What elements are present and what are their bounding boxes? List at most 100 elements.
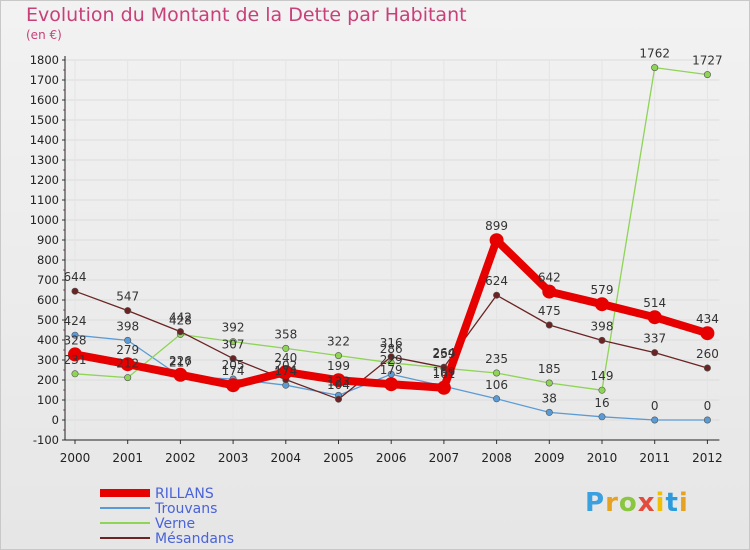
data-point <box>436 380 451 395</box>
data-label: 229 <box>380 353 403 367</box>
chart-title: Evolution du Montant de la Dette par Hab… <box>26 4 467 26</box>
x-tick-label: 2002 <box>165 451 196 465</box>
data-point <box>545 321 553 329</box>
data-point <box>542 284 557 299</box>
data-point <box>651 349 659 357</box>
data-label: 1762 <box>639 47 670 61</box>
data-point <box>71 331 79 339</box>
data-point <box>598 336 606 344</box>
data-point <box>493 395 501 403</box>
data-point <box>651 64 659 72</box>
data-label: 644 <box>64 270 87 284</box>
x-tick-label: 2012 <box>692 451 723 465</box>
y-tick-label: 700 <box>37 273 59 287</box>
data-label: 235 <box>485 352 508 366</box>
data-point <box>647 310 662 325</box>
data-point <box>71 287 79 295</box>
data-label: 337 <box>643 332 666 346</box>
data-label: 174 <box>222 364 245 378</box>
data-label: 547 <box>116 290 139 304</box>
data-point <box>173 367 188 382</box>
data-label: 322 <box>327 335 350 349</box>
data-point <box>226 378 241 393</box>
data-label: 392 <box>222 321 245 335</box>
data-point <box>176 328 184 336</box>
data-label: 16 <box>594 396 609 410</box>
data-label: 240 <box>274 351 297 365</box>
data-point <box>68 347 82 362</box>
data-label: 442 <box>169 311 192 325</box>
data-label: 899 <box>485 219 508 233</box>
data-label: 199 <box>327 359 350 373</box>
y-tick-label: 500 <box>37 313 59 327</box>
data-label: 38 <box>542 391 557 405</box>
x-tick-label: 2000 <box>60 451 91 465</box>
y-tick-label: 1800 <box>30 53 59 67</box>
y-tick-label: 1000 <box>30 213 59 227</box>
data-label: 104 <box>327 378 350 392</box>
y-tick-label: 400 <box>37 333 59 347</box>
legend-label: RILLANS <box>155 486 214 502</box>
data-point <box>334 395 342 403</box>
data-label: 205 <box>222 358 245 372</box>
x-tick-label: 2001 <box>112 451 143 465</box>
x-tick-label: 2009 <box>534 451 565 465</box>
data-label: 424 <box>64 314 87 328</box>
x-tick-label: 2006 <box>376 451 407 465</box>
data-label: 286 <box>380 342 403 356</box>
data-label: 217 <box>169 356 192 370</box>
data-label: 398 <box>591 319 614 333</box>
data-point <box>598 386 606 394</box>
data-label: 174 <box>274 364 297 378</box>
x-tick-label: 2004 <box>271 451 302 465</box>
y-tick-label: 200 <box>37 373 59 387</box>
x-tick-label: 2005 <box>323 451 354 465</box>
y-tick-label: -100 <box>33 433 59 447</box>
data-label: 259 <box>432 347 455 361</box>
y-tick-label: 1600 <box>30 93 59 107</box>
y-tick-label: 1700 <box>30 73 59 87</box>
data-point <box>493 291 501 299</box>
data-point <box>334 352 342 360</box>
y-tick-label: 300 <box>37 353 59 367</box>
data-point <box>598 413 606 421</box>
data-label: 428 <box>169 313 192 327</box>
data-label: 434 <box>696 312 719 326</box>
data-label: 279 <box>116 343 139 357</box>
legend-label: Mésandans <box>155 531 234 547</box>
x-tick-label: 2008 <box>481 451 512 465</box>
data-label: 514 <box>643 296 666 310</box>
data-point <box>489 233 504 248</box>
data-point <box>595 297 609 312</box>
data-point <box>120 357 135 372</box>
data-point <box>493 369 501 377</box>
data-point <box>331 373 346 388</box>
data-label: 0 <box>704 399 712 413</box>
data-point <box>278 365 293 379</box>
y-tick-label: 1300 <box>30 153 59 167</box>
y-tick-label: 100 <box>37 393 59 407</box>
data-point <box>71 370 79 378</box>
data-point <box>229 338 237 346</box>
data-label: 231 <box>64 353 87 367</box>
y-tick-label: 600 <box>37 293 59 307</box>
data-label: 0 <box>651 399 659 413</box>
data-label: 579 <box>591 283 614 297</box>
x-tick-label: 2003 <box>218 451 249 465</box>
data-point <box>124 307 132 315</box>
y-tick-label: 1400 <box>30 133 59 147</box>
legend-label: Trouvans <box>154 501 217 517</box>
x-tick-label: 2010 <box>587 451 618 465</box>
y-tick-label: 0 <box>52 413 59 427</box>
data-label: 398 <box>116 319 139 333</box>
legend-label: Verne <box>155 516 195 532</box>
data-point <box>384 377 399 392</box>
data-point <box>545 379 553 387</box>
data-label: 185 <box>538 362 561 376</box>
data-label: 169 <box>432 365 455 379</box>
data-point <box>124 374 132 382</box>
data-label: 226 <box>169 354 192 368</box>
data-label: 624 <box>485 274 508 288</box>
